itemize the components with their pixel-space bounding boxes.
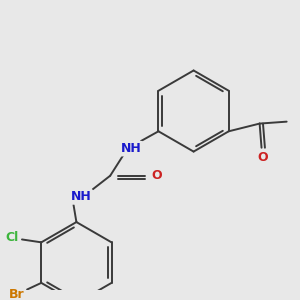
- Text: Cl: Cl: [6, 231, 19, 244]
- Text: O: O: [151, 169, 162, 182]
- Text: NH: NH: [121, 142, 142, 155]
- Text: O: O: [257, 151, 268, 164]
- Text: NH: NH: [71, 190, 92, 203]
- Text: Br: Br: [9, 288, 25, 300]
